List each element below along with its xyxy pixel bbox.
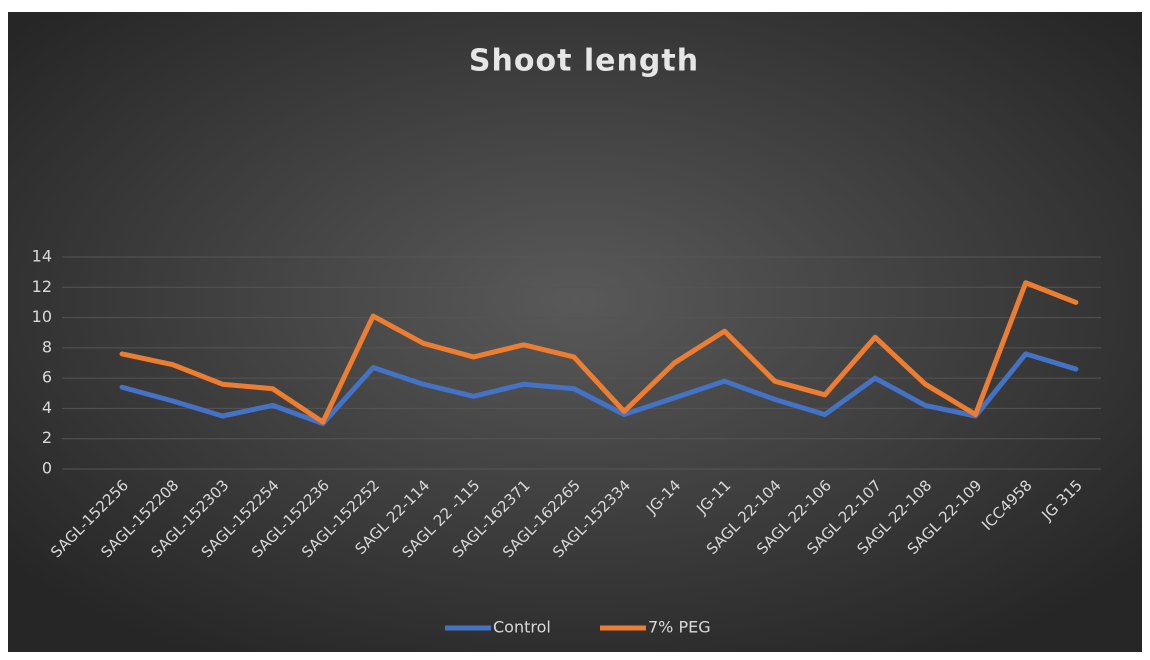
series-line <box>119 280 1079 425</box>
y-tick-label: 2 <box>42 428 52 447</box>
y-tick-label: 8 <box>42 337 52 356</box>
legend-label: Control <box>493 618 551 637</box>
series-line <box>119 351 1079 427</box>
y-tick-label: 14 <box>32 247 52 266</box>
y-tick-label: 10 <box>32 307 52 326</box>
legend-label: 7% PEG <box>648 618 711 637</box>
chart-background <box>8 12 1142 652</box>
y-tick-label: 6 <box>42 368 52 387</box>
y-tick-label: 0 <box>42 459 52 478</box>
y-tick-label: 4 <box>42 398 52 417</box>
y-tick-label: 12 <box>32 277 52 296</box>
chart-title: Shoot length <box>469 44 699 79</box>
